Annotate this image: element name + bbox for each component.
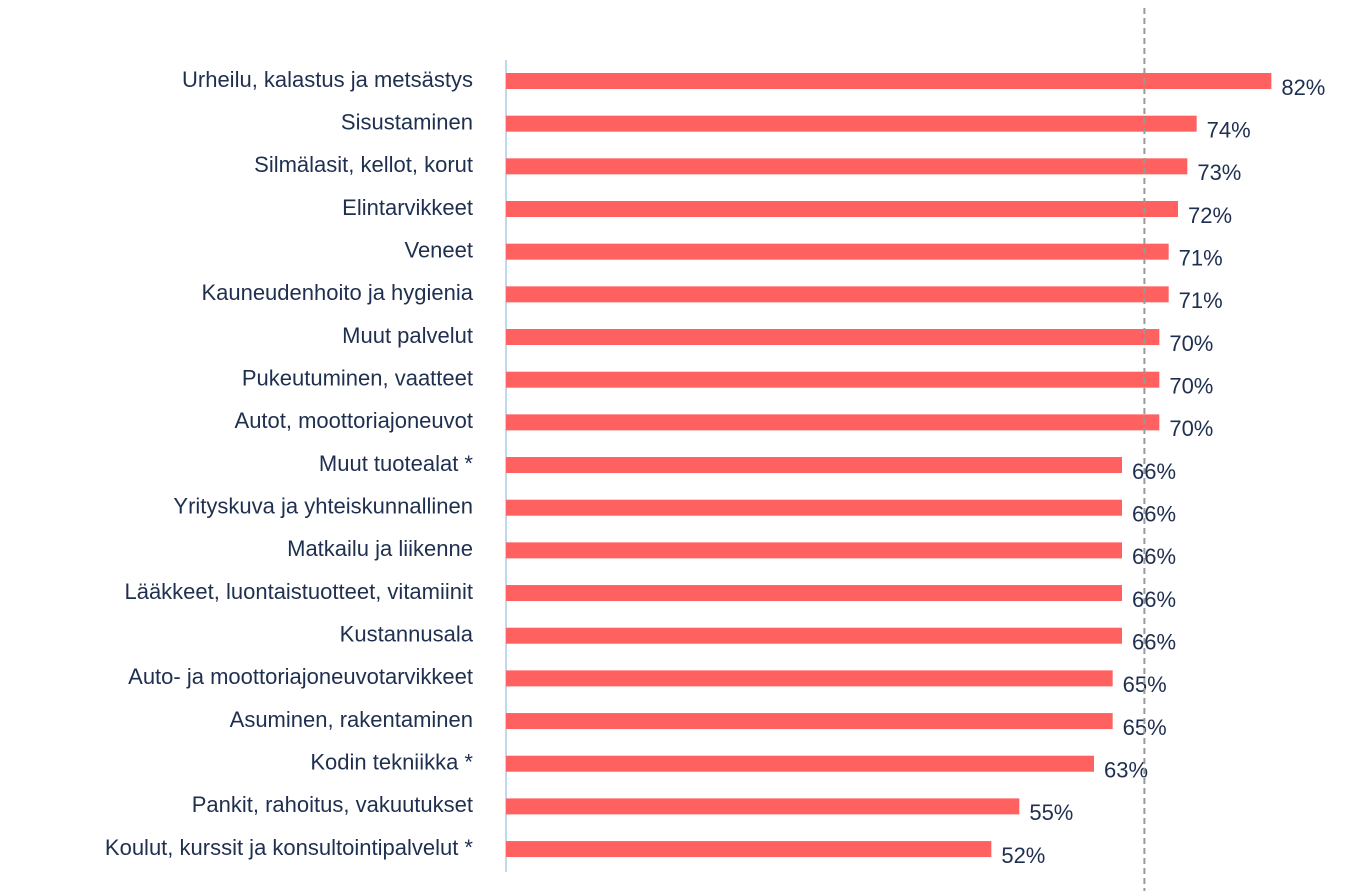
value-label: 66% — [1132, 587, 1176, 612]
value-label: 63% — [1104, 758, 1148, 783]
y-tick-label: Autot, moottoriajoneuvot — [235, 408, 473, 433]
y-tick-label: Matkailu ja liikenne — [287, 536, 473, 561]
value-label: 66% — [1132, 502, 1176, 527]
bar — [506, 627, 1122, 644]
value-label: 52% — [1001, 843, 1045, 868]
bar — [506, 713, 1113, 730]
bar — [506, 115, 1197, 132]
y-tick-label: Urheilu, kalastus ja metsästys — [182, 67, 473, 92]
y-tick-label: Kauneudenhoito ja hygienia — [201, 280, 473, 305]
value-label: 73% — [1197, 160, 1241, 185]
y-tick-label: Kodin tekniikka * — [310, 750, 473, 775]
y-tick-label: Elintarvikkeet — [342, 195, 473, 220]
y-tick-label: Veneet — [404, 237, 473, 262]
y-tick-label: Koulut, kurssit ja konsultointipalvelut … — [105, 835, 474, 860]
bar — [506, 499, 1122, 516]
bar — [506, 414, 1160, 431]
value-label: 66% — [1132, 630, 1176, 655]
y-tick-label: Muut palvelut — [342, 323, 473, 348]
y-tick-label: Auto- ja moottoriajoneuvotarvikkeet — [128, 664, 473, 689]
value-label: 66% — [1132, 459, 1176, 484]
bar — [506, 841, 992, 858]
bar — [506, 755, 1094, 772]
value-label: 82% — [1281, 75, 1325, 100]
y-tick-label: Asuminen, rakentaminen — [230, 707, 473, 732]
bar — [506, 670, 1113, 687]
value-label: 70% — [1169, 416, 1213, 441]
value-label: 71% — [1179, 288, 1223, 313]
y-tick-label: Lääkkeet, luontaistuotteet, vitamiinit — [124, 579, 473, 604]
y-tick-label: Pukeutuminen, vaatteet — [242, 366, 473, 391]
y-tick-label: Silmälasit, kellot, korut — [254, 152, 473, 177]
bar — [506, 243, 1169, 260]
value-label: 72% — [1188, 203, 1232, 228]
value-label: 66% — [1132, 544, 1176, 569]
bar — [506, 585, 1122, 602]
bar — [506, 329, 1160, 346]
value-label: 70% — [1169, 331, 1213, 356]
y-tick-label: Kustannusala — [340, 622, 474, 647]
y-tick-label: Yrityskuva ja yhteiskunnallinen — [173, 494, 473, 519]
value-label: 74% — [1207, 117, 1251, 142]
bar — [506, 73, 1272, 89]
bar — [506, 542, 1122, 559]
value-label: 55% — [1029, 800, 1073, 825]
bar — [506, 158, 1188, 175]
bar — [506, 201, 1178, 218]
bar — [506, 371, 1160, 388]
bar — [506, 286, 1169, 303]
y-tick-label: Sisustaminen — [341, 109, 473, 134]
value-label: 70% — [1169, 374, 1213, 399]
y-tick-label: Pankit, rahoitus, vakuutukset — [192, 792, 473, 817]
bar — [506, 798, 1020, 815]
bar — [506, 457, 1122, 474]
value-label: 71% — [1179, 245, 1223, 270]
y-tick-label: Muut tuotealat * — [319, 451, 474, 476]
